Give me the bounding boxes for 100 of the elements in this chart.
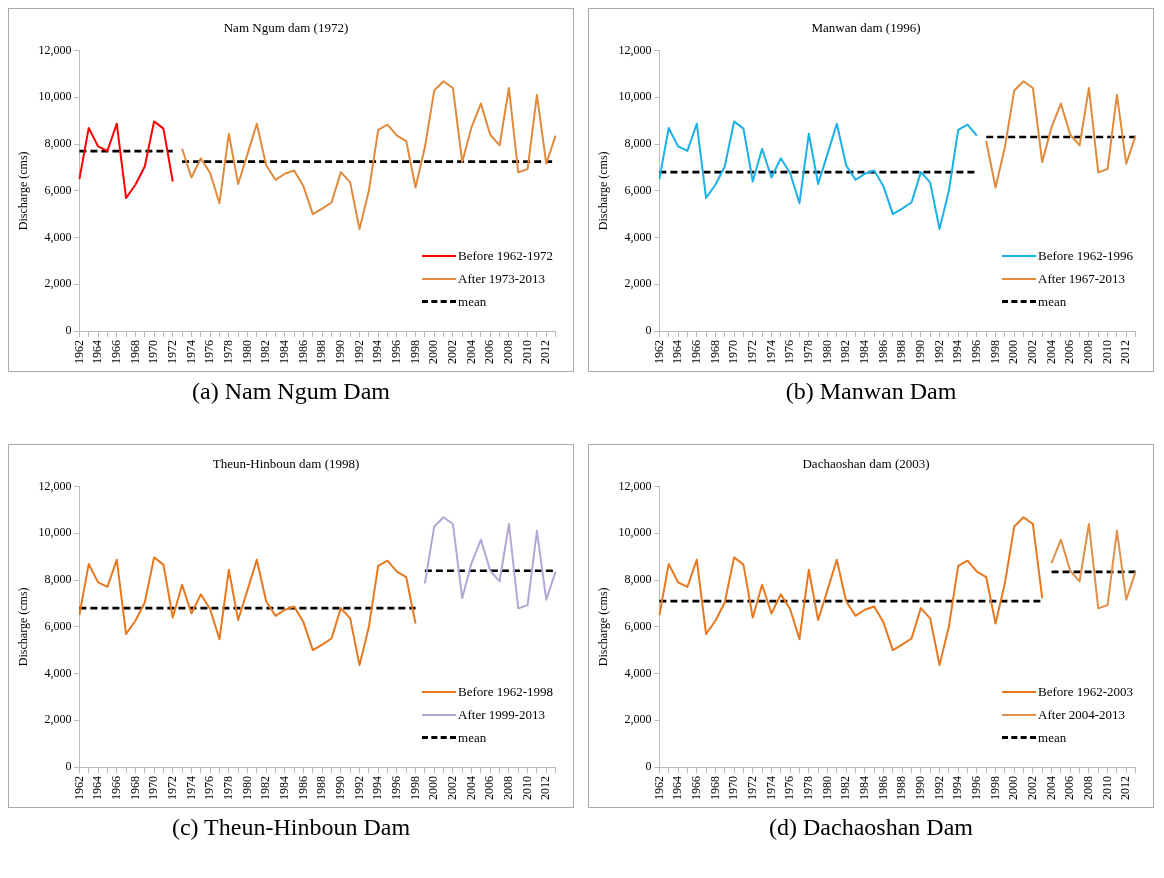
legend-label: Before 1962-2003 <box>1038 683 1133 700</box>
y-tick-label: 12,000 <box>618 478 652 493</box>
x-tick-label: 2008 <box>501 776 516 800</box>
x-tick-label: 1970 <box>726 340 741 364</box>
x-tick-label: 1990 <box>913 776 927 800</box>
x-tick-label: 1986 <box>295 776 310 800</box>
y-tick-label: 4,000 <box>624 229 652 244</box>
legend-label: mean <box>1038 729 1067 746</box>
x-tick-label: 1972 <box>744 776 759 800</box>
x-tick-label: 1968 <box>707 776 722 800</box>
x-tick-label: 1978 <box>800 340 815 364</box>
y-tick-label: 8,000 <box>624 136 652 151</box>
x-tick-label: 2000 <box>426 340 441 364</box>
x-tick-label: 1998 <box>407 340 422 364</box>
y-tick-label: 12,000 <box>618 42 652 57</box>
legend-label: mean <box>1038 293 1067 310</box>
x-tick-label: 1998 <box>987 776 1002 800</box>
x-tick-label: 1996 <box>969 776 984 800</box>
y-tick-label: 10,000 <box>38 89 72 104</box>
x-tick-label: 2002 <box>445 776 460 800</box>
text: (a) Nam Ngum Dam <box>192 378 390 405</box>
x-tick-label: 1962 <box>651 776 666 800</box>
chart-title: Nam Ngum dam (1972) <box>223 20 349 36</box>
x-tick-label: 1974 <box>763 776 778 800</box>
legend-label: Before 1962-1998 <box>458 683 553 700</box>
legend-label: mean <box>458 293 487 310</box>
y-tick-label: 8,000 <box>44 572 72 587</box>
x-tick-label: 1984 <box>856 776 871 800</box>
legend-label: mean <box>458 729 487 746</box>
x-tick-label: 1976 <box>202 776 217 800</box>
x-tick-label: 1976 <box>782 340 797 364</box>
x-tick-label: 1966 <box>688 340 703 364</box>
x-tick-label: 1994 <box>370 340 385 364</box>
x-tick-label: 1976 <box>202 340 217 364</box>
text: (d) Dachaoshan Dam <box>769 814 973 841</box>
legend-label: After 2004-2013 <box>1038 706 1126 723</box>
x-tick-label: 1966 <box>108 340 123 364</box>
x-tick-label: 1968 <box>127 340 142 364</box>
x-tick-label: 2006 <box>1062 340 1077 364</box>
y-tick-label: 2,000 <box>44 712 72 727</box>
y-tick-label: 0 <box>645 323 652 338</box>
x-tick-label: 1994 <box>950 340 965 364</box>
x-tick-label: 1980 <box>819 776 834 800</box>
y-axis-title: Discharge (cms) <box>16 151 31 231</box>
chart-title: Theun-Hinboun dam (1998) <box>212 456 360 472</box>
x-tick-label: 1974 <box>763 340 778 364</box>
x-tick-label: 2010 <box>519 776 534 800</box>
x-tick-label: 1988 <box>894 340 909 364</box>
x-tick-label: 1988 <box>894 776 909 800</box>
x-tick-label: 1992 <box>351 340 366 364</box>
x-tick-label: 1964 <box>90 776 105 800</box>
y-axis-title: Discharge (cms) <box>596 151 611 231</box>
x-tick-label: 2000 <box>1006 340 1021 364</box>
y-tick-label: 4,000 <box>624 665 652 680</box>
x-tick-label: 1990 <box>333 340 347 364</box>
x-tick-label: 1986 <box>295 340 310 364</box>
legend-label: After 1999-2013 <box>458 706 546 723</box>
x-tick-label: 1974 <box>183 340 198 364</box>
y-tick-label: 6,000 <box>624 182 652 197</box>
x-tick-label: 2004 <box>1043 340 1058 364</box>
x-tick-label: 1982 <box>258 340 273 364</box>
x-tick-label: 2008 <box>501 340 516 364</box>
legend-label: Before 1962-1996 <box>1038 247 1133 264</box>
text: (c) Theun-Hinboun Dam <box>171 814 411 841</box>
x-tick-label: 1988 <box>314 340 329 364</box>
x-tick-label: 1982 <box>838 776 853 800</box>
x-tick-label: 2004 <box>1043 776 1058 800</box>
x-tick-label: 2012 <box>538 340 553 364</box>
y-tick-label: 2,000 <box>44 276 72 291</box>
legend-label: After 1967-2013 <box>1038 270 1126 287</box>
x-tick-label: 1980 <box>239 776 254 800</box>
x-tick-label: 1988 <box>314 776 329 800</box>
legend-label: Before 1962-1972 <box>458 247 553 264</box>
y-axis-title: Discharge (cms) <box>16 587 31 667</box>
y-axis-title: Discharge (cms) <box>596 587 611 667</box>
y-tick-label: 12,000 <box>38 42 72 57</box>
x-tick-label: 1994 <box>950 776 965 800</box>
x-tick-label: 2012 <box>538 776 553 800</box>
y-tick-label: 6,000 <box>44 618 72 633</box>
x-tick-label: 1984 <box>276 340 291 364</box>
x-tick-label: 2008 <box>1081 340 1096 364</box>
y-tick-label: 0 <box>65 759 72 774</box>
x-tick-label: 1962 <box>71 776 86 800</box>
y-tick-label: 4,000 <box>44 665 72 680</box>
x-tick-label: 2008 <box>1081 776 1096 800</box>
x-tick-label: 1992 <box>351 776 366 800</box>
x-tick-label: 2004 <box>463 776 478 800</box>
x-tick-label: 2012 <box>1118 776 1133 800</box>
y-tick-label: 10,000 <box>38 525 72 540</box>
x-tick-label: 1986 <box>875 776 890 800</box>
x-tick-label: 1964 <box>670 776 685 800</box>
x-tick-label: 1972 <box>744 340 759 364</box>
x-tick-label: 2010 <box>1099 340 1114 364</box>
x-tick-label: 2000 <box>426 776 441 800</box>
x-tick-label: 1968 <box>707 340 722 364</box>
x-tick-label: 2006 <box>1062 776 1077 800</box>
y-tick-label: 10,000 <box>618 89 652 104</box>
x-tick-label: 1978 <box>800 776 815 800</box>
x-tick-label: 1976 <box>782 776 797 800</box>
x-tick-label: 1980 <box>239 340 254 364</box>
